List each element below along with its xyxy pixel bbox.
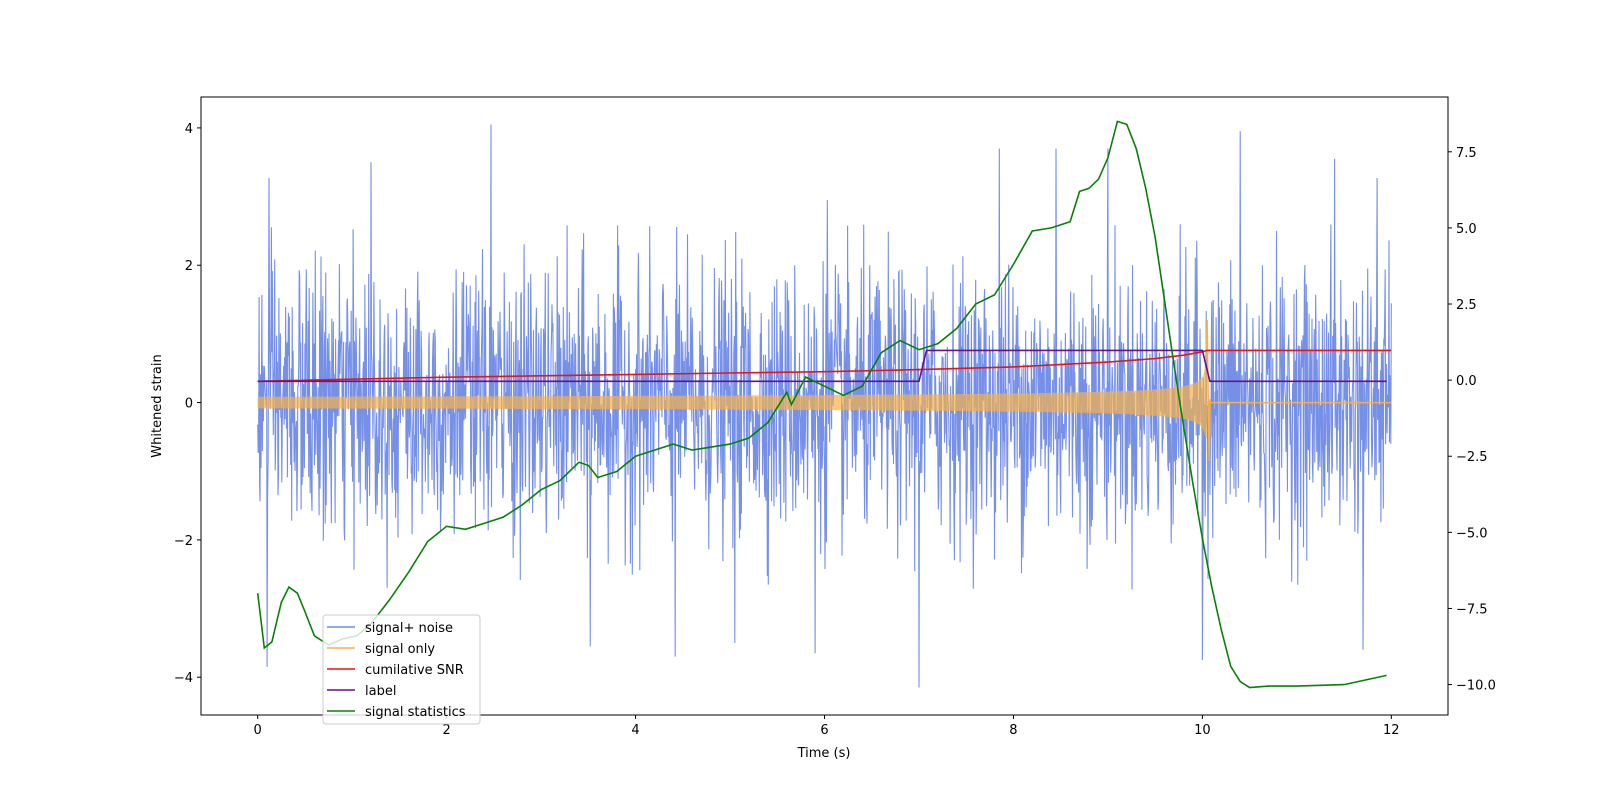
legend-label: signal+ noise <box>365 621 453 636</box>
series-label <box>257 349 1387 383</box>
y-tick-label: −2 <box>174 534 193 549</box>
y-tick-label: 0 <box>185 397 193 412</box>
y2-tick-label: −10.0 <box>1456 679 1496 694</box>
series-cumilative-snr <box>257 349 1392 383</box>
y2-tick-label: 2.5 <box>1456 298 1477 313</box>
y2-tick-label: −2.5 <box>1456 450 1488 465</box>
y2-tick-label: −5.0 <box>1456 526 1488 541</box>
x-tick-label: 8 <box>1009 723 1017 738</box>
y2-tick-label: 5.0 <box>1456 222 1477 237</box>
y-tick-label: 4 <box>185 122 193 137</box>
x-tick-label: 6 <box>820 723 828 738</box>
series-signal-only-merger <box>1204 320 1211 461</box>
x-tick-label: 0 <box>254 723 262 738</box>
y-axis-label: Whitened strain <box>150 354 165 457</box>
legend: signal+ noise signal only cumilative SNR la… <box>322 614 481 725</box>
y2-tick-label: 0.0 <box>1456 374 1477 389</box>
x-tick-label: 4 <box>631 723 639 738</box>
x-axis-label: Time (s) <box>797 746 851 761</box>
legend-label: signal statistics <box>365 705 466 720</box>
x-tick-label: 12 <box>1383 723 1400 738</box>
legend-box <box>322 614 481 725</box>
legend-label: signal only <box>365 642 435 657</box>
signal-only-layer <box>257 320 1392 461</box>
y2-tick-label: −7.5 <box>1456 602 1488 617</box>
x-tick-label: 2 <box>442 723 450 738</box>
y-tick-label: 2 <box>185 259 193 274</box>
y-tick-label: −4 <box>174 671 193 686</box>
axes-layer: 0 2 4 6 8 10 12 −4 −2 0 2 4 −10.0 −7.5 −5.0 −2.5 0.0 2.5 5… <box>174 122 1496 738</box>
x-tick-label: 10 <box>1194 723 1211 738</box>
series-signal-only-envelope <box>257 366 1208 439</box>
legend-label: cumilative SNR <box>365 663 464 678</box>
y2-tick-label: 7.5 <box>1456 146 1477 161</box>
series-signal-statistics <box>256 120 1387 689</box>
line-series-layer <box>256 120 1392 689</box>
legend-label: label <box>365 684 396 699</box>
